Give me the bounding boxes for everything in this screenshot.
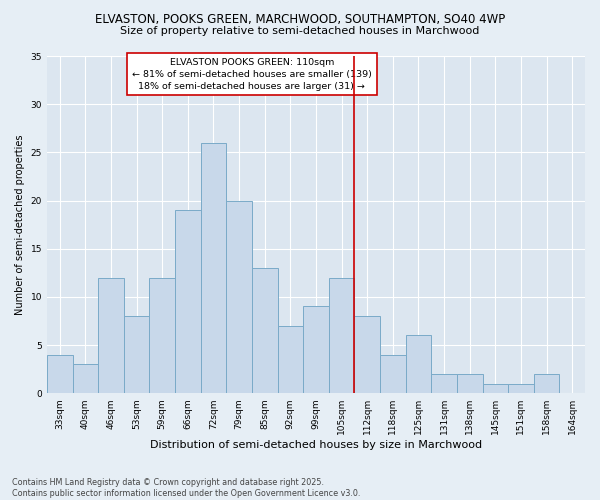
Bar <box>226 200 252 393</box>
Bar <box>47 354 73 393</box>
Bar <box>380 354 406 393</box>
Bar <box>355 316 380 393</box>
Bar <box>175 210 200 393</box>
Bar <box>252 268 278 393</box>
Bar <box>329 278 355 393</box>
Text: Contains HM Land Registry data © Crown copyright and database right 2025.
Contai: Contains HM Land Registry data © Crown c… <box>12 478 361 498</box>
Bar <box>406 336 431 393</box>
Bar <box>278 326 303 393</box>
Bar <box>482 384 508 393</box>
Bar <box>303 306 329 393</box>
Bar <box>73 364 98 393</box>
Text: ELVASTON, POOKS GREEN, MARCHWOOD, SOUTHAMPTON, SO40 4WP: ELVASTON, POOKS GREEN, MARCHWOOD, SOUTHA… <box>95 12 505 26</box>
Bar <box>98 278 124 393</box>
Bar <box>534 374 559 393</box>
Bar <box>200 142 226 393</box>
Bar <box>508 384 534 393</box>
Bar <box>149 278 175 393</box>
Bar <box>124 316 149 393</box>
Y-axis label: Number of semi-detached properties: Number of semi-detached properties <box>15 134 25 315</box>
Bar <box>457 374 482 393</box>
Text: ELVASTON POOKS GREEN: 110sqm
← 81% of semi-detached houses are smaller (139)
18%: ELVASTON POOKS GREEN: 110sqm ← 81% of se… <box>132 58 372 90</box>
X-axis label: Distribution of semi-detached houses by size in Marchwood: Distribution of semi-detached houses by … <box>150 440 482 450</box>
Bar <box>431 374 457 393</box>
Text: Size of property relative to semi-detached houses in Marchwood: Size of property relative to semi-detach… <box>121 26 479 36</box>
